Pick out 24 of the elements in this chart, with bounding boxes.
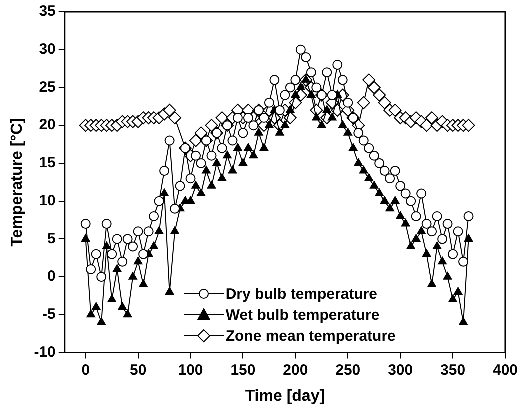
x-tick-label: 150 [230, 362, 256, 379]
y-tick-label: 35 [39, 3, 56, 20]
y-tick-label: 10 [39, 192, 56, 210]
x-tick-label: 200 [283, 362, 308, 379]
x-tick-label: 50 [130, 362, 147, 379]
x-tick-label: 350 [440, 362, 466, 379]
y-tick-label: 15 [39, 154, 56, 172]
legend-label: Wet bulb temperature [226, 306, 380, 326]
x-tick-label: 100 [178, 362, 204, 379]
y-tick-label: 20 [39, 116, 56, 134]
legend-label: Dry bulb temperature [226, 284, 378, 305]
y-tick-label: 0 [48, 268, 56, 286]
x-tick-label: 300 [388, 362, 414, 379]
x-tick-label: 250 [336, 362, 361, 379]
y-tick-label: -5 [42, 306, 56, 324]
y-tick-label: 5 [48, 230, 56, 248]
y-tick-label: 25 [39, 78, 56, 96]
y-tick-label: 30 [39, 41, 56, 58]
x-tick-label: 0 [82, 362, 90, 379]
x-axis-title: Time [day] [245, 388, 326, 405]
y-tick-label: -10 [34, 344, 56, 361]
legend-label: Zone mean temperature [226, 326, 396, 347]
x-tick-label: 400 [492, 362, 518, 379]
y-axis-title: Temperature [°C] [9, 118, 26, 247]
